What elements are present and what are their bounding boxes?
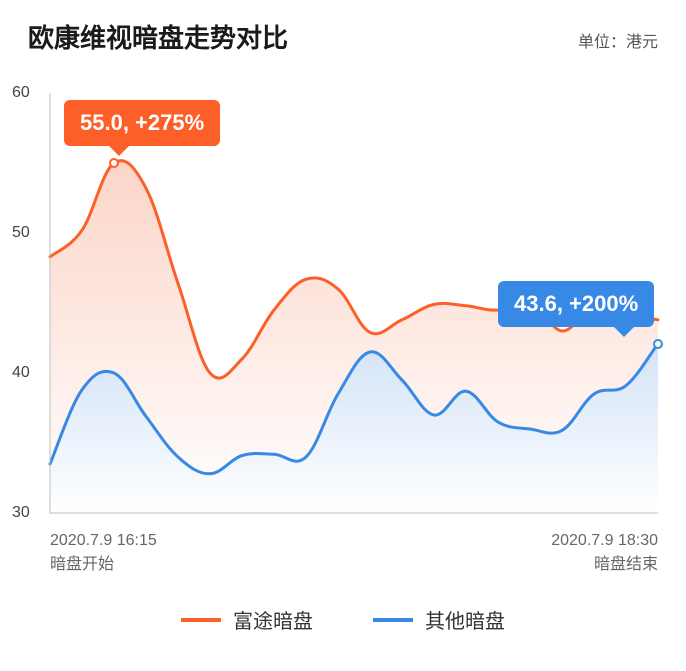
y-tick-label: 60 (12, 84, 30, 102)
x-end-time: 2020.7.9 18:30 (551, 529, 658, 553)
x-end-label: 2020.7.9 18:30 暗盘结束 (551, 529, 658, 577)
legend-label: 富途暗盘 (233, 605, 313, 634)
x-start-time: 2020.7.9 16:15 (50, 529, 157, 553)
legend-item-other: 其他暗盘 (373, 605, 505, 634)
data-marker (653, 339, 663, 349)
orange-callout: 55.0, +275% (64, 100, 220, 146)
chart-plot: 30405060 55.0, +275%43.6, +200% (50, 93, 658, 513)
x-start-label: 2020.7.9 16:15 暗盘开始 (50, 529, 157, 577)
unit-label: 单位：港元 (578, 28, 658, 52)
chart-title: 欧康维视暗盘走势对比 (28, 18, 288, 55)
data-marker (109, 158, 119, 168)
y-tick-label: 40 (12, 364, 30, 382)
legend-label: 其他暗盘 (425, 605, 505, 634)
x-axis-labels: 2020.7.9 16:15 暗盘开始 2020.7.9 18:30 暗盘结束 (50, 529, 658, 577)
y-tick-label: 50 (12, 224, 30, 242)
legend-swatch-icon (373, 618, 413, 622)
y-tick-label: 30 (12, 504, 30, 522)
x-start-desc: 暗盘开始 (50, 553, 157, 577)
legend-swatch-icon (181, 618, 221, 622)
x-end-desc: 暗盘结束 (551, 553, 658, 577)
legend: 富途暗盘 其他暗盘 (0, 605, 686, 634)
legend-item-futu: 富途暗盘 (181, 605, 313, 634)
blue-callout: 43.6, +200% (498, 281, 654, 327)
